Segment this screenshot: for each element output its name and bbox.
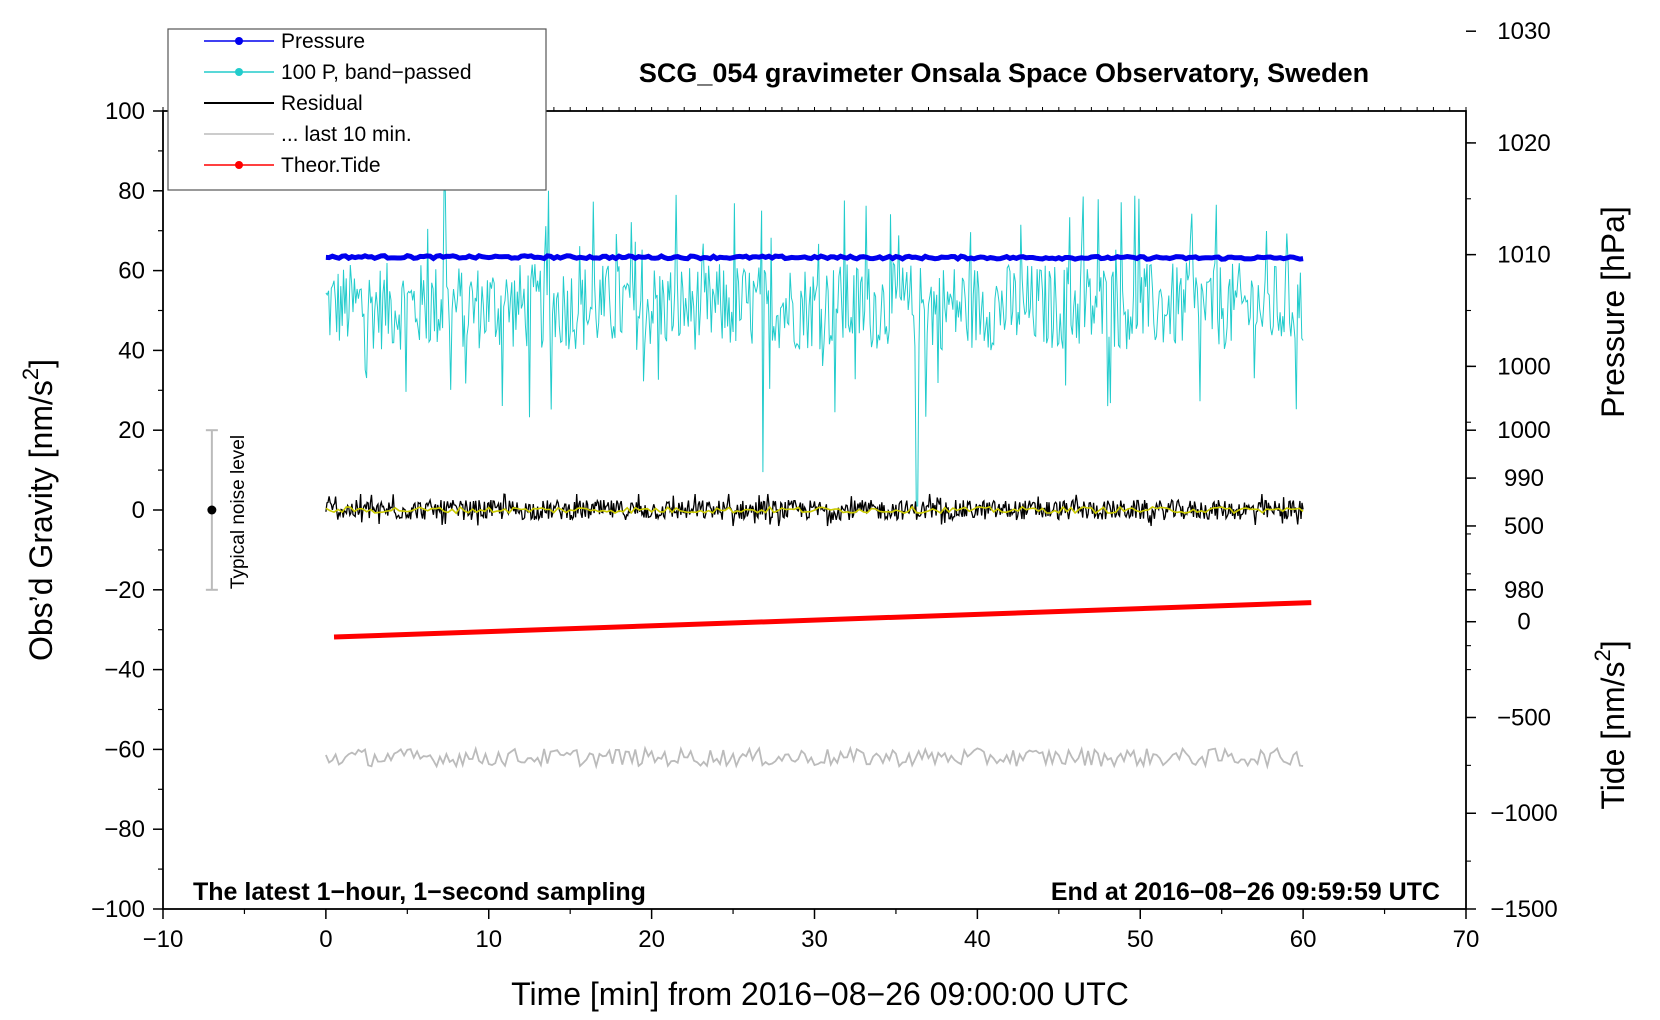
tide-tick-label: −500 xyxy=(1497,704,1551,731)
pressure-tick-label: 990 xyxy=(1504,465,1544,492)
tide-tick-label: 1000 xyxy=(1497,417,1550,444)
x-tick-label: 0 xyxy=(319,926,332,953)
x-tick-label: −10 xyxy=(143,926,184,953)
series-residual-smoothed-line xyxy=(325,505,1304,515)
noise-level-label: Typical noise level xyxy=(228,435,249,589)
series-pressure-line xyxy=(325,252,1304,263)
legend-label: 100 P, band−passed xyxy=(281,61,472,84)
series-last10-line xyxy=(325,745,1304,770)
legend-marker xyxy=(235,37,243,45)
y-tick-label: −60 xyxy=(104,736,145,763)
y-tick-label: 20 xyxy=(118,417,145,444)
legend-label: ... last 10 min. xyxy=(281,123,412,146)
x-tick-label: 10 xyxy=(475,926,502,953)
series-group xyxy=(325,190,1312,770)
y-tick-label: 0 xyxy=(132,497,145,524)
noise-bar-dot xyxy=(207,505,217,515)
series-bandpassed-line xyxy=(325,190,1304,507)
y-tick-label: 40 xyxy=(118,337,145,364)
y-tick-label: 100 xyxy=(105,98,145,125)
tide-tick-label: −1500 xyxy=(1490,896,1557,923)
y-tick-label: 60 xyxy=(118,258,145,285)
y-tick-label: −40 xyxy=(104,657,145,684)
legend-marker xyxy=(235,161,243,169)
legend-label: Theor.Tide xyxy=(281,154,381,177)
x-tick-label: 60 xyxy=(1290,926,1317,953)
annotation-left: The latest 1−hour, 1−second sampling xyxy=(193,878,646,906)
noise-bar-group xyxy=(205,429,218,591)
y-axis-label-tide: Tide [nm/s2] xyxy=(1590,640,1631,809)
frame-group xyxy=(162,110,1467,910)
x-tick-label: 70 xyxy=(1453,926,1480,953)
series-tide-line xyxy=(333,600,1312,640)
legend-box xyxy=(167,28,547,191)
y-axis-label-pressure: Pressure [hPa] xyxy=(1595,206,1631,418)
series-residual-line xyxy=(325,493,1304,527)
y-tick-label: −80 xyxy=(104,816,145,843)
x-tick-label: 50 xyxy=(1127,926,1154,953)
y-tick-label: 80 xyxy=(118,178,145,205)
y-tick-label: −100 xyxy=(91,896,145,923)
plot-frame xyxy=(162,110,1467,910)
tide-tick-label: 500 xyxy=(1504,513,1544,540)
chart-title: SCG_054 gravimeter Onsala Space Observat… xyxy=(639,58,1369,88)
pressure-tick-label: 1030 xyxy=(1497,18,1550,45)
axes-group: −10 0 10 20 30 40 50 60 70−100−80−60−40−20020406… xyxy=(91,18,1558,953)
x-tick-label: 20 xyxy=(638,926,665,953)
tide-tick-label: 0 xyxy=(1517,609,1530,636)
legend-label: Residual xyxy=(281,92,363,115)
x-tick-label: 30 xyxy=(801,926,828,953)
annotation-right: End at 2016−08−26 09:59:59 UTC xyxy=(1051,878,1440,906)
pressure-tick-label: 1000 xyxy=(1497,353,1550,380)
pressure-tick-label: 980 xyxy=(1504,577,1544,604)
x-axis-label: Time [min] from 2016−08−26 09:00:00 UTC xyxy=(511,976,1129,1012)
legend: Pressure 100 P, band−passed Residual ... la… xyxy=(167,28,547,191)
tide-tick-label: −1000 xyxy=(1490,800,1557,827)
legend-label: Pressure xyxy=(281,30,365,53)
y-axis-label-left: Obs’d Gravity [nm/s2] xyxy=(18,359,59,661)
x-tick-label: 40 xyxy=(964,926,991,953)
pressure-tick-label: 1010 xyxy=(1497,242,1550,269)
y-tick-label: −20 xyxy=(104,577,145,604)
legend-marker xyxy=(235,68,243,76)
pressure-tick-label: 1020 xyxy=(1497,130,1550,157)
